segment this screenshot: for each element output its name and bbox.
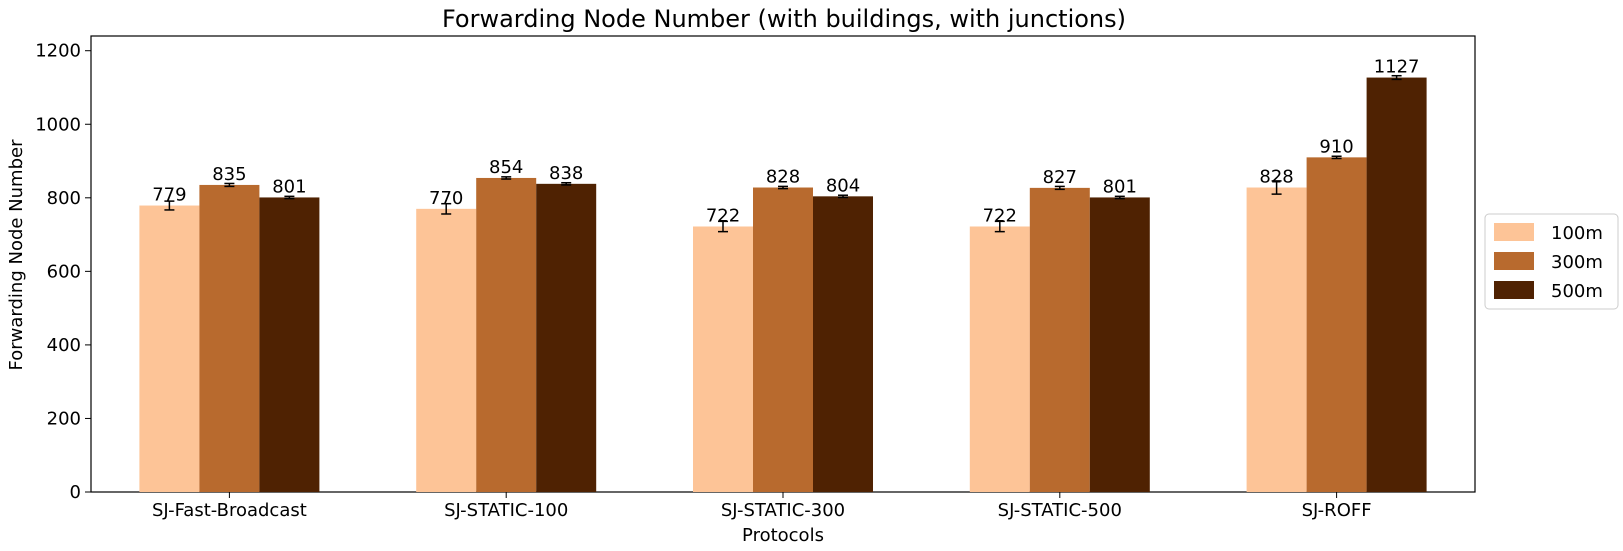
data-label: 827 bbox=[1043, 167, 1077, 188]
x-tick-label: SJ-STATIC-500 bbox=[998, 500, 1122, 521]
data-label: 722 bbox=[983, 205, 1017, 226]
x-tick-label: SJ-Fast-Broadcast bbox=[152, 500, 307, 521]
bar-300m bbox=[199, 184, 260, 492]
bar-100m bbox=[1246, 187, 1307, 492]
y-tick-label: 600 bbox=[47, 261, 81, 282]
legend-swatch-500m bbox=[1494, 281, 1534, 299]
y-axis-label: Forwarding Node Number bbox=[6, 139, 27, 371]
data-label: 804 bbox=[826, 175, 860, 196]
bar-500m bbox=[1089, 197, 1150, 492]
y-tick-label: 800 bbox=[47, 188, 81, 209]
legend-swatch-300m bbox=[1494, 252, 1534, 270]
bar-500m bbox=[536, 183, 597, 492]
data-label: 838 bbox=[549, 163, 583, 184]
data-label: 801 bbox=[272, 176, 306, 197]
data-label: 835 bbox=[212, 164, 246, 185]
x-tick-label: SJ-STATIC-300 bbox=[721, 500, 845, 521]
bar-300m bbox=[1029, 187, 1090, 492]
legend-label: 100m bbox=[1551, 223, 1603, 244]
data-label: 779 bbox=[152, 185, 186, 206]
data-label: 828 bbox=[766, 167, 800, 188]
bar-100m bbox=[416, 208, 477, 492]
y-tick-label: 1200 bbox=[35, 41, 81, 62]
bar-300m bbox=[1306, 157, 1367, 492]
bar-500m bbox=[1366, 77, 1427, 492]
data-label: 854 bbox=[489, 157, 523, 178]
x-axis-label: Protocols bbox=[742, 525, 824, 546]
bar-500m bbox=[259, 197, 320, 492]
bar-300m bbox=[753, 187, 813, 492]
legend-label: 500m bbox=[1551, 281, 1603, 302]
data-label: 910 bbox=[1319, 136, 1353, 157]
bar-100m bbox=[139, 205, 200, 492]
bar-100m bbox=[969, 226, 1030, 492]
data-label: 770 bbox=[429, 188, 463, 209]
legend-label: 300m bbox=[1551, 252, 1603, 273]
legend-swatch-100m bbox=[1494, 223, 1534, 241]
y-tick-label: 200 bbox=[47, 408, 81, 429]
x-tick-label: SJ-STATIC-100 bbox=[444, 500, 568, 521]
y-tick-label: 1000 bbox=[35, 114, 81, 135]
y-tick-label: 0 bbox=[70, 482, 81, 503]
data-label: 828 bbox=[1259, 167, 1293, 188]
bar-300m bbox=[476, 177, 537, 493]
x-tick-label: SJ-ROFF bbox=[1302, 500, 1372, 521]
data-label: 801 bbox=[1103, 176, 1137, 197]
data-label: 722 bbox=[706, 205, 740, 226]
chart-title: Forwarding Node Number (with buildings, … bbox=[442, 5, 1126, 33]
bar-500m bbox=[813, 196, 873, 492]
y-tick-label: 400 bbox=[47, 335, 81, 356]
bar-100m bbox=[693, 226, 753, 492]
legend: 100m 300m 500m bbox=[1484, 213, 1619, 310]
data-label: 1127 bbox=[1374, 57, 1420, 78]
plot-area: 0 200 400 600 800 1000 1200 SJ-Fast-Broadcast 77… bbox=[35, 35, 1476, 521]
